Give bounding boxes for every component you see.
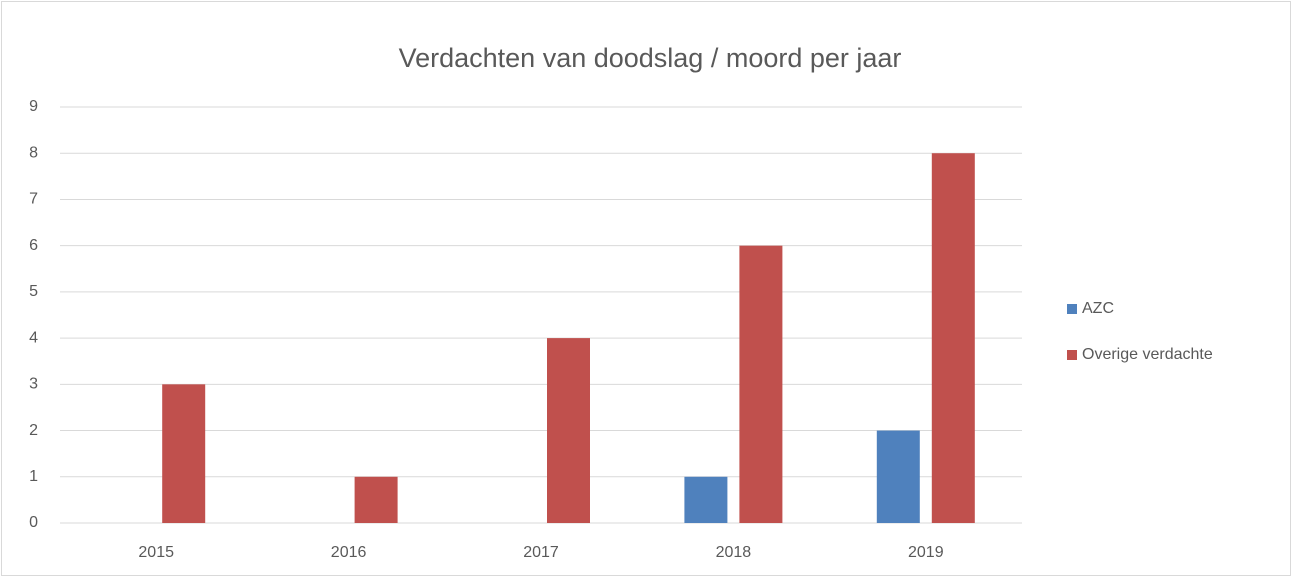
legend-label: AZC <box>1082 300 1114 317</box>
bar <box>547 338 590 523</box>
legend-swatch <box>1067 304 1077 314</box>
x-tick-label: 2018 <box>716 544 752 561</box>
y-tick-label: 8 <box>29 144 38 161</box>
bar <box>162 384 206 523</box>
bar <box>684 476 728 523</box>
bar <box>931 153 975 523</box>
y-tick-label: 3 <box>29 376 38 393</box>
bar <box>739 245 783 523</box>
y-tick-label: 2 <box>29 422 38 439</box>
legend-label: Overige verdachte <box>1082 346 1213 363</box>
x-tick-label: 2019 <box>908 544 944 561</box>
y-tick-label: 7 <box>29 191 38 208</box>
x-tick-label: 2017 <box>523 544 559 561</box>
legend-swatch <box>1067 350 1077 360</box>
bar <box>876 430 920 523</box>
y-tick-label: 4 <box>29 329 38 346</box>
y-tick-label: 9 <box>29 98 38 115</box>
chart-title: Verdachten van doodslag / moord per jaar <box>399 43 902 73</box>
x-tick-label: 2016 <box>331 544 367 561</box>
y-tick-label: 1 <box>29 468 38 485</box>
x-tick-label: 2015 <box>138 544 174 561</box>
y-tick-label: 5 <box>29 283 38 300</box>
bar <box>354 476 398 523</box>
y-tick-label: 0 <box>29 514 38 531</box>
y-tick-label: 6 <box>29 237 38 254</box>
